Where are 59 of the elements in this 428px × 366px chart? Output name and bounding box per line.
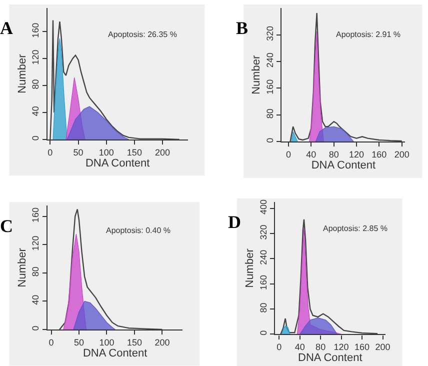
y-tick-label: 80 [30, 79, 41, 90]
y-tick-label: 160 [30, 207, 41, 222]
x-tick-label: 200 [155, 147, 170, 158]
x-axis-title: DNA Content [85, 157, 150, 170]
y-axis-title: Number [244, 248, 256, 288]
annotation: Apoptosis: 26.35 % [108, 30, 177, 39]
text: C [0, 216, 13, 236]
x-tick-label: 50 [74, 337, 84, 348]
x-tick-label: 50 [73, 147, 84, 158]
text: A [0, 18, 13, 38]
x-axis-title: DNA Content [298, 352, 362, 364]
annotation: Apoptosis: 2.85 % [323, 224, 388, 233]
y-tick-label: 240 [265, 52, 276, 68]
y-tick-label: 160 [265, 79, 276, 94]
x-tick-label: 80 [316, 342, 326, 352]
annotation: Apoptosis: 0.40 % [106, 226, 170, 235]
y-tick-label: 0 [265, 138, 276, 143]
y-tick-label: 320 [265, 26, 276, 41]
y-tick-label: 400 [258, 200, 268, 215]
text: B [236, 18, 248, 38]
y-axis-title: Number [16, 54, 28, 94]
annotation: Apoptosis: 2.91 % [336, 30, 400, 39]
x-tick-label: 200 [375, 342, 390, 352]
x-tick-label: 200 [154, 337, 170, 348]
x-tick-label: 200 [394, 150, 410, 160]
x-tick-label: 160 [354, 342, 370, 352]
y-tick-label: 0 [258, 330, 268, 336]
y-tick-label: 80 [30, 266, 41, 277]
y-tick-label: 160 [258, 275, 268, 290]
x-tick-label: 0 [276, 342, 282, 352]
x-tick-label: 0 [48, 337, 54, 348]
x-tick-label: 150 [126, 337, 142, 348]
y-axis-title: Number [16, 248, 28, 288]
y-axis-title: Number [250, 54, 263, 94]
y-tick-label: 80 [258, 302, 268, 313]
y-tick-label: 120 [30, 50, 41, 65]
y-tick-label: 40 [30, 106, 41, 116]
x-tick-label: 150 [126, 147, 142, 158]
y-tick-label: 120 [30, 236, 41, 251]
x-tick-label: 80 [328, 150, 339, 160]
x-tick-label: 0 [286, 150, 292, 160]
x-axis-title: DNA Content [82, 347, 148, 360]
text: D [228, 212, 241, 232]
x-tick-label: 120 [334, 342, 349, 352]
x-tick-label: 0 [48, 147, 53, 158]
x-tick-label: 100 [99, 337, 114, 348]
y-tick-label: 40 [30, 294, 41, 305]
y-tick-label: 0 [30, 326, 41, 331]
y-tick-label: 240 [258, 250, 268, 265]
y-tick-label: 0 [30, 136, 41, 141]
x-tick-label: 120 [348, 150, 364, 160]
y-tick-label: 320 [258, 224, 268, 240]
x-tick-label: 40 [306, 150, 316, 160]
x-tick-label: 100 [98, 147, 114, 158]
x-axis-title: DNA Content [311, 160, 376, 172]
y-tick-label: 80 [265, 108, 276, 119]
x-tick-label: 160 [372, 150, 387, 160]
x-tick-label: 40 [294, 342, 305, 352]
y-tick-label: 160 [30, 22, 41, 38]
